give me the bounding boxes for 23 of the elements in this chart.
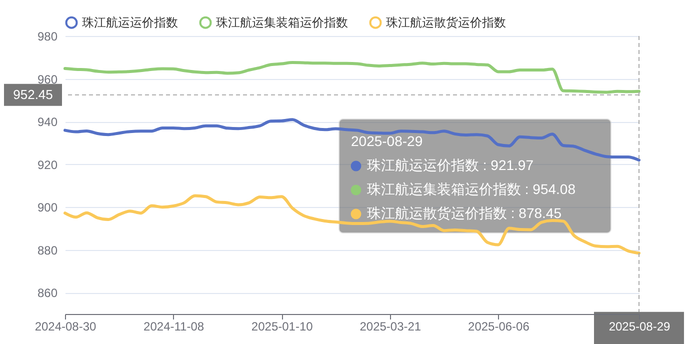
x-tick-label: 2025-01-10 [251,320,314,334]
annotation: 珠江航运散货运价指数 : 878.45 [367,205,562,221]
line-series [64,61,640,94]
y-tick-label: 860 [37,286,58,300]
y-tick-label: 940 [37,115,58,130]
x-tick-label: 2024-08-30 [34,320,97,334]
legend-label: 珠江航运集装箱运价指数 [216,16,348,30]
line-series [64,194,640,255]
y-tick-label: 980 [37,30,58,44]
legend-label: 珠江航运运价指数 [82,16,178,30]
legend-label: 珠江航运散货运价指数 [386,16,506,30]
annotation: 珠江航运集装箱运价指数 : 954.08 [367,181,576,197]
ref-line-label: 952.45 [13,86,53,102]
x-tick-label: 2024-11-08 [144,320,204,334]
y-tick-label: 880 [37,243,58,258]
x-tick-label: 2025-08-29 [608,320,671,334]
annotation: 珠江航运运价指数 : 921.97 [367,157,534,173]
x-tick-label: 2025-06-06 [468,320,530,334]
y-tick-label: 960 [37,72,58,86]
y-tick-label: 900 [37,200,58,215]
annotation: 2025-08-29 [351,133,423,149]
x-tick-label: 2025-03-21 [360,320,422,334]
y-tick-label: 920 [37,158,58,172]
